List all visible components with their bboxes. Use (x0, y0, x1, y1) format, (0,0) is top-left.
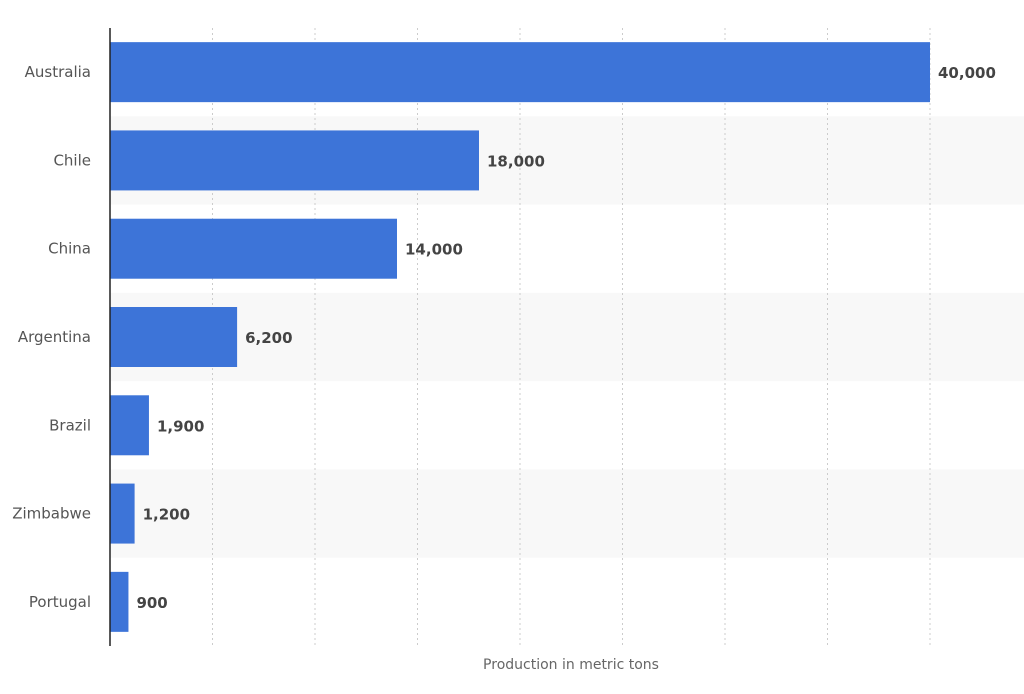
bar-argentina[interactable] (110, 307, 238, 367)
value-label: 6,200 (245, 329, 292, 347)
value-label: 40,000 (938, 64, 996, 82)
bar-chile[interactable] (110, 130, 479, 191)
category-label: China (48, 240, 91, 258)
row-band (110, 469, 1024, 558)
category-label: Portugal (29, 593, 91, 611)
value-label: 14,000 (405, 241, 463, 259)
category-label: Argentina (18, 328, 91, 346)
bars (110, 42, 930, 632)
value-label: 1,900 (157, 417, 204, 435)
category-label: Zimbabwe (12, 505, 91, 523)
bar-brazil[interactable] (110, 395, 149, 456)
bar-china[interactable] (110, 218, 397, 279)
value-labels: 40,000 18,000 14,000 6,200 1,900 1,200 900 (136, 64, 995, 612)
row-bands (110, 116, 1024, 558)
x-axis-title: Production in metric tons (483, 657, 659, 673)
bar-australia[interactable] (110, 42, 930, 103)
value-label: 900 (136, 594, 167, 612)
bar-zimbabwe[interactable] (110, 483, 135, 544)
value-label: 18,000 (487, 152, 545, 170)
category-label: Australia (25, 63, 91, 81)
gridlines (212, 28, 931, 646)
row-band (110, 292, 1024, 382)
category-label: Chile (53, 151, 91, 169)
bar-portugal[interactable] (110, 571, 129, 632)
category-labels: Australia Chile China Argentina Brazil Zimbab… (12, 63, 91, 611)
value-label: 1,200 (143, 506, 190, 524)
category-label: Brazil (49, 416, 91, 434)
